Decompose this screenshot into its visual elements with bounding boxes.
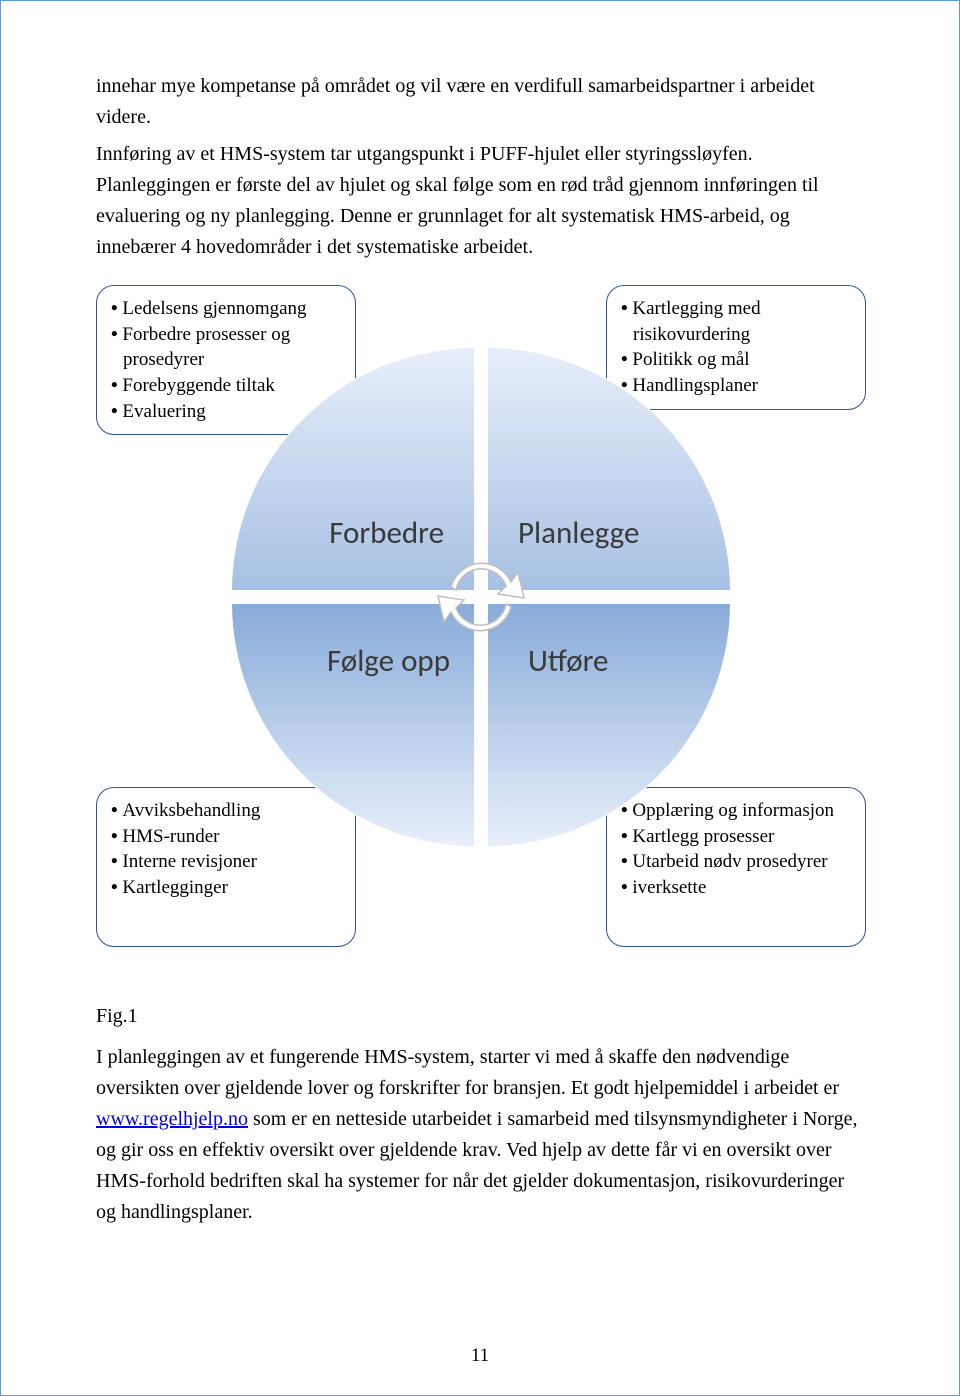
- paragraph-1: innehar mye kompetanse på området og vil…: [96, 71, 864, 133]
- list-item: iverksette: [621, 875, 851, 901]
- list-item: Kartlegginger: [111, 875, 341, 901]
- document-page: innehar mye kompetanse på området og vil…: [1, 1, 959, 1268]
- regelhjelp-link[interactable]: www.regelhjelp.no: [96, 1108, 248, 1130]
- list-item: Ledelsens gjennomgang: [111, 296, 341, 322]
- list-item: Utarbeid nødv prosedyrer: [621, 849, 851, 875]
- puff-diagram: Ledelsens gjennomgang Forbedre prosesser…: [96, 285, 866, 985]
- paragraph-2: Innføring av et HMS-system tar utgangspu…: [96, 139, 864, 263]
- text-pre-link: I planleggingen av et fungerende HMS-sys…: [96, 1046, 839, 1099]
- list-item: Kartlegging med risikovurdering: [621, 296, 851, 347]
- puff-wheel: Forbedre Planlegge Følge opp Utføre: [231, 347, 731, 847]
- cycle-arrows-icon: [416, 532, 546, 662]
- page-number: 11: [1, 1345, 959, 1367]
- list-item: Interne revisjoner: [111, 849, 341, 875]
- paragraph-3: I planleggingen av et fungerende HMS-sys…: [96, 1042, 864, 1228]
- figure-label: Fig.1: [96, 1005, 864, 1028]
